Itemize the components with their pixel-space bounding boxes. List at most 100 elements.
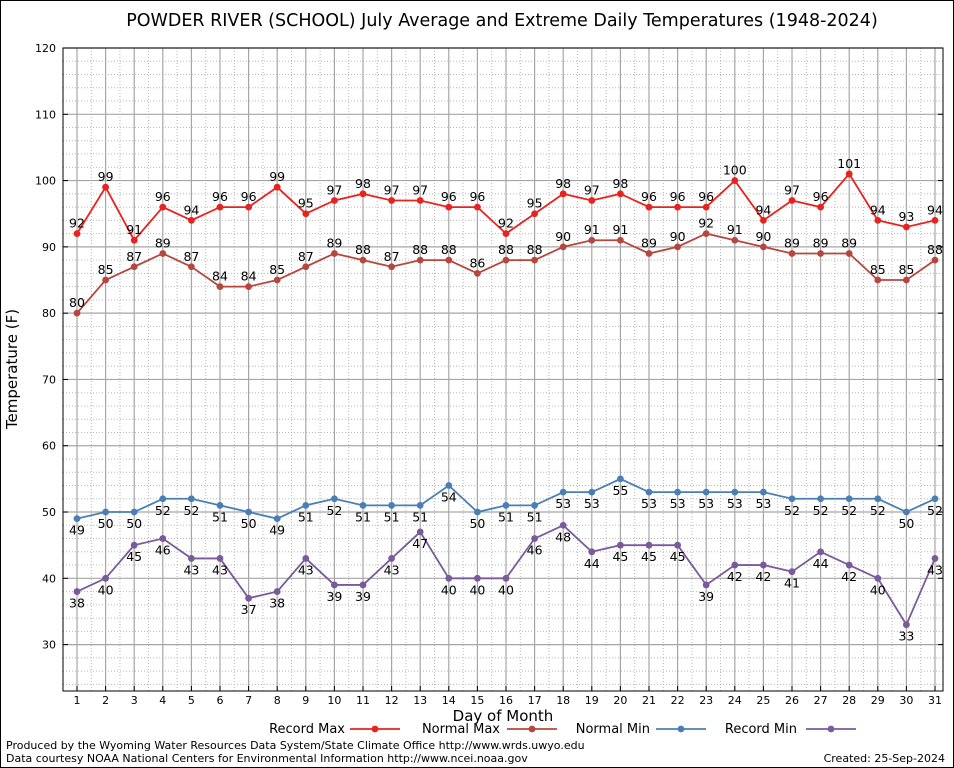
data-point [845, 495, 853, 503]
data-label: 45 [612, 549, 628, 564]
series-layer: 92 99 91 96 94 96 96 99 95 97 98 97 97 96 96 92 95 98 97 98… [69, 156, 943, 644]
data-point [845, 250, 853, 257]
data-point [302, 210, 310, 218]
data-point [302, 501, 310, 509]
data-point [788, 250, 796, 257]
data-point [245, 203, 253, 211]
data-point [903, 621, 910, 629]
data-label: 53 [555, 496, 571, 511]
legend-item: Normal Max [422, 722, 557, 737]
chart-title: POWDER RIVER (SCHOOL) July Average and E… [126, 11, 878, 31]
data-point [445, 203, 453, 211]
footer-produced-by: Produced by the Wyoming Water Resources … [6, 739, 585, 752]
data-label: 47 [412, 536, 428, 551]
x-tick-label: 7 [245, 694, 252, 707]
data-point [245, 594, 253, 602]
data-label: 50 [898, 516, 914, 531]
data-label: 96 [155, 189, 171, 204]
x-tick-label: 15 [470, 694, 484, 707]
legend-marker [371, 725, 379, 733]
data-label: 94 [870, 202, 886, 217]
data-label: 40 [98, 582, 114, 597]
data-point [760, 561, 767, 569]
series-record-max: 92 99 91 96 94 96 96 99 95 97 98 97 97 96 96 92 95 98 97 98… [69, 156, 943, 244]
data-point [645, 250, 653, 257]
data-point [302, 263, 310, 271]
data-label: 55 [612, 483, 628, 498]
data-point [531, 501, 538, 509]
data-point [188, 263, 195, 271]
data-label: 91 [727, 222, 743, 237]
data-label: 89 [155, 235, 171, 250]
data-label: 53 [727, 496, 743, 511]
x-tick-label: 28 [842, 694, 856, 707]
data-point [559, 488, 567, 496]
data-point [702, 488, 710, 496]
data-point [273, 276, 281, 284]
data-label: 89 [784, 235, 800, 250]
data-point [359, 190, 367, 198]
data-label: 88 [355, 242, 371, 257]
data-point [331, 581, 338, 589]
x-tick-label: 22 [671, 694, 685, 707]
data-label: 89 [841, 235, 857, 250]
data-label: 85 [870, 262, 886, 277]
data-label: 85 [269, 262, 285, 277]
data-label: 38 [69, 596, 85, 611]
x-axis-ticks: 1 2 3 4 5 6 7 8 9 10 11 12 13 14 15 16 17 18 19 20 21 22 23 24 2… [74, 686, 942, 707]
data-label: 98 [612, 176, 628, 191]
data-point [273, 588, 281, 595]
data-label: 97 [584, 182, 600, 197]
data-point [73, 515, 81, 523]
data-label: 97 [326, 182, 342, 197]
data-point [188, 216, 195, 224]
data-label: 85 [898, 262, 914, 277]
data-point [559, 521, 567, 529]
data-label: 92 [498, 216, 514, 231]
data-point [416, 197, 424, 204]
data-point [188, 495, 195, 503]
data-label: 52 [183, 503, 199, 518]
data-point [474, 574, 481, 582]
data-point [474, 203, 481, 211]
data-label: 88 [927, 242, 943, 257]
data-label: 90 [555, 229, 571, 244]
data-label: 52 [870, 503, 886, 518]
data-point [102, 276, 109, 284]
data-point [903, 223, 910, 231]
data-label: 87 [126, 249, 142, 264]
data-label: 92 [69, 216, 85, 231]
data-label: 96 [641, 189, 657, 204]
data-label: 97 [784, 182, 800, 197]
data-point [817, 203, 824, 211]
data-label: 95 [527, 196, 543, 211]
legend-label: Record Max [269, 722, 345, 737]
data-point [788, 197, 796, 204]
data-point [817, 548, 824, 556]
data-label: 88 [441, 242, 457, 257]
data-point [130, 508, 138, 516]
data-label: 46 [155, 543, 171, 558]
data-point [445, 256, 453, 264]
data-label: 86 [469, 255, 485, 270]
data-label: 52 [927, 503, 943, 518]
data-label: 41 [784, 576, 800, 591]
data-point [731, 561, 739, 569]
data-point [331, 495, 338, 503]
data-label: 96 [698, 189, 714, 204]
y-tick-label: 80 [42, 307, 56, 320]
data-point [559, 190, 567, 198]
data-point [273, 515, 281, 523]
data-point [273, 183, 281, 191]
data-label: 46 [527, 543, 543, 558]
y-axis-ticks: 30 40 50 60 70 80 90 100 110 120 [35, 42, 943, 652]
series-normal-max: 80 85 87 89 87 84 84 85 87 89 88 87 88 88 86 88 88 90 91 91… [69, 216, 943, 317]
data-label: 84 [212, 269, 228, 284]
data-label: 52 [326, 503, 342, 518]
data-point [159, 495, 167, 503]
data-label: 43 [298, 562, 314, 577]
data-label: 101 [837, 156, 861, 171]
legend-label: Normal Min [576, 722, 650, 737]
data-point [159, 535, 167, 542]
